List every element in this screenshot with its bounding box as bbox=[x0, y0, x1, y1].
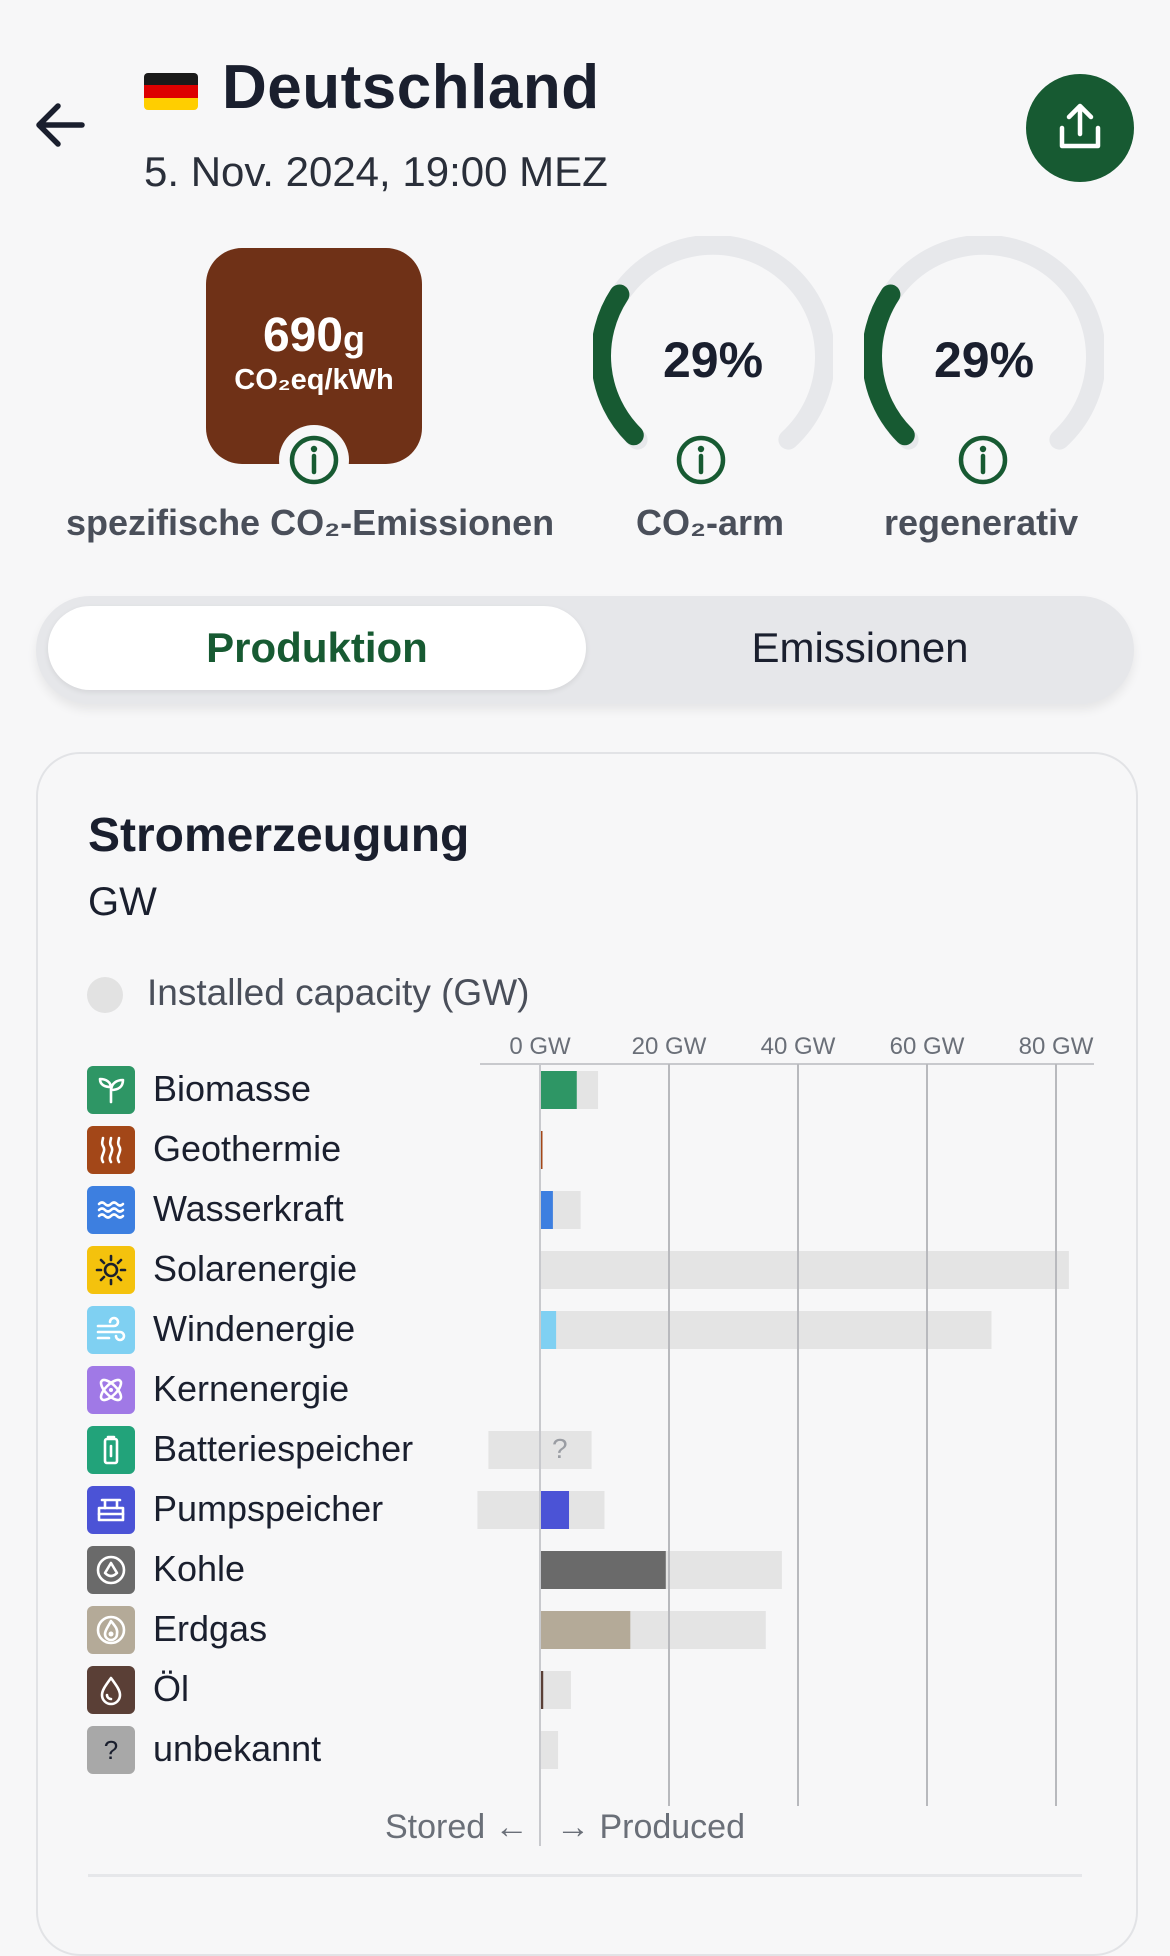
sun-icon bbox=[87, 1246, 135, 1294]
capacity-bar bbox=[540, 1671, 571, 1709]
geothermal-icon bbox=[87, 1126, 135, 1174]
category-label: Kohle bbox=[153, 1548, 246, 1589]
category-label: Solarenergie bbox=[153, 1248, 358, 1289]
carbon-info-button[interactable] bbox=[279, 425, 349, 495]
category-label: Wasserkraft bbox=[153, 1188, 344, 1229]
capacity-bar bbox=[540, 1251, 1069, 1289]
renewable-value: 29% bbox=[933, 332, 1035, 388]
produced-bar bbox=[540, 1311, 557, 1349]
oil-drop-icon bbox=[87, 1666, 135, 1714]
coal-icon bbox=[87, 1546, 135, 1594]
capacity-legend-swatch bbox=[87, 977, 123, 1013]
x-tick-label: 40 GW bbox=[760, 1033, 836, 1060]
produced-bar bbox=[540, 1611, 631, 1649]
info-icon bbox=[289, 435, 339, 485]
wind-icon bbox=[87, 1306, 135, 1354]
page-title: Deutschland bbox=[222, 53, 600, 122]
stored-capacity-bar bbox=[488, 1431, 540, 1469]
arrow-left-icon: ← bbox=[494, 1808, 529, 1846]
renewable-label: regenerativ bbox=[884, 502, 1079, 543]
low-carbon-info-button[interactable] bbox=[666, 425, 736, 495]
view-tabs: Produktion Emissionen bbox=[36, 596, 1134, 704]
capacity-bar bbox=[540, 1431, 592, 1469]
low-carbon-gauge-fill bbox=[591, 284, 644, 446]
produced-bar bbox=[540, 1671, 544, 1709]
atom-icon bbox=[87, 1366, 135, 1414]
x-tick-label: 20 GW bbox=[631, 1033, 707, 1060]
category-label: unbekannt bbox=[153, 1728, 322, 1769]
datetime-label: 5. Nov. 2024, 19:00 MEZ bbox=[144, 148, 608, 195]
x-tick-label: 60 GW bbox=[889, 1033, 965, 1060]
produced-bar bbox=[540, 1191, 553, 1229]
x-tick-label: 80 GW bbox=[1018, 1033, 1094, 1060]
question-icon: ? bbox=[87, 1726, 135, 1774]
info-icon bbox=[958, 435, 1008, 485]
stored-label: Stored bbox=[385, 1808, 486, 1846]
carbon-intensity-badge: 690g CO₂eq/kWh bbox=[206, 248, 422, 464]
svg-text:?: ? bbox=[104, 1735, 118, 1765]
unknown-value-marker: ? bbox=[552, 1433, 568, 1464]
tab-emissions[interactable]: Emissionen bbox=[751, 624, 969, 671]
battery-icon bbox=[87, 1426, 135, 1474]
pump-storage-icon bbox=[87, 1486, 135, 1534]
category-label: Batteriespeicher bbox=[153, 1428, 414, 1469]
capacity-bar bbox=[540, 1311, 992, 1349]
chart-unit: GW bbox=[88, 880, 157, 924]
produced-bar bbox=[540, 1071, 577, 1109]
carbon-intensity-suffix: g bbox=[343, 318, 366, 359]
carbon-intensity-label: spezifische CO₂-Emissionen bbox=[66, 502, 555, 543]
renewable-gauge-fill bbox=[862, 284, 915, 446]
low-carbon-gauge: 29% bbox=[591, 234, 835, 476]
category-label: Kernenergie bbox=[153, 1368, 350, 1409]
arrow-right-icon: → bbox=[556, 1808, 590, 1846]
produced-bar bbox=[540, 1491, 570, 1529]
low-carbon-value: 29% bbox=[662, 332, 764, 388]
share-icon bbox=[1059, 103, 1101, 149]
category-label: Pumpspeicher bbox=[153, 1488, 384, 1529]
card-divider bbox=[88, 1874, 1082, 1877]
capacity-bar bbox=[540, 1731, 559, 1769]
flag-icon bbox=[144, 73, 198, 110]
chart-title: Stromerzeugung bbox=[88, 809, 470, 862]
category-label: Biomasse bbox=[153, 1068, 312, 1109]
produced-bar bbox=[540, 1131, 543, 1169]
category-label: Erdgas bbox=[153, 1608, 268, 1649]
produced-direction-label: → Produced bbox=[556, 1808, 745, 1847]
arrow-left-icon bbox=[36, 103, 85, 147]
stored-direction-label: Stored ← bbox=[385, 1808, 529, 1847]
water-icon bbox=[87, 1186, 135, 1234]
category-label: Geothermie bbox=[153, 1128, 342, 1169]
produced-bar bbox=[540, 1551, 666, 1589]
renewable-gauge: 29% bbox=[862, 234, 1106, 476]
capacity-legend-label: Installed capacity (GW) bbox=[147, 972, 530, 1013]
production-chart bbox=[477, 1063, 1094, 1846]
back-button[interactable] bbox=[30, 95, 90, 155]
gas-flame-icon bbox=[87, 1606, 135, 1654]
low-carbon-label: CO₂-arm bbox=[636, 502, 785, 543]
share-button[interactable] bbox=[1026, 74, 1134, 182]
stored-capacity-bar bbox=[477, 1491, 540, 1529]
info-icon bbox=[676, 435, 726, 485]
carbon-intensity-value: 690 bbox=[262, 309, 344, 362]
produced-label: Produced bbox=[599, 1808, 745, 1846]
category-label: Öl bbox=[153, 1668, 189, 1709]
category-label: Windenergie bbox=[153, 1308, 356, 1349]
renewable-info-button[interactable] bbox=[948, 425, 1018, 495]
carbon-intensity-unit: CO₂eq/kWh bbox=[234, 364, 394, 396]
leaf-icon bbox=[87, 1066, 135, 1114]
x-tick-label: 0 GW bbox=[509, 1033, 571, 1060]
tab-production[interactable]: Produktion bbox=[48, 606, 586, 690]
production-card bbox=[36, 752, 1138, 1956]
